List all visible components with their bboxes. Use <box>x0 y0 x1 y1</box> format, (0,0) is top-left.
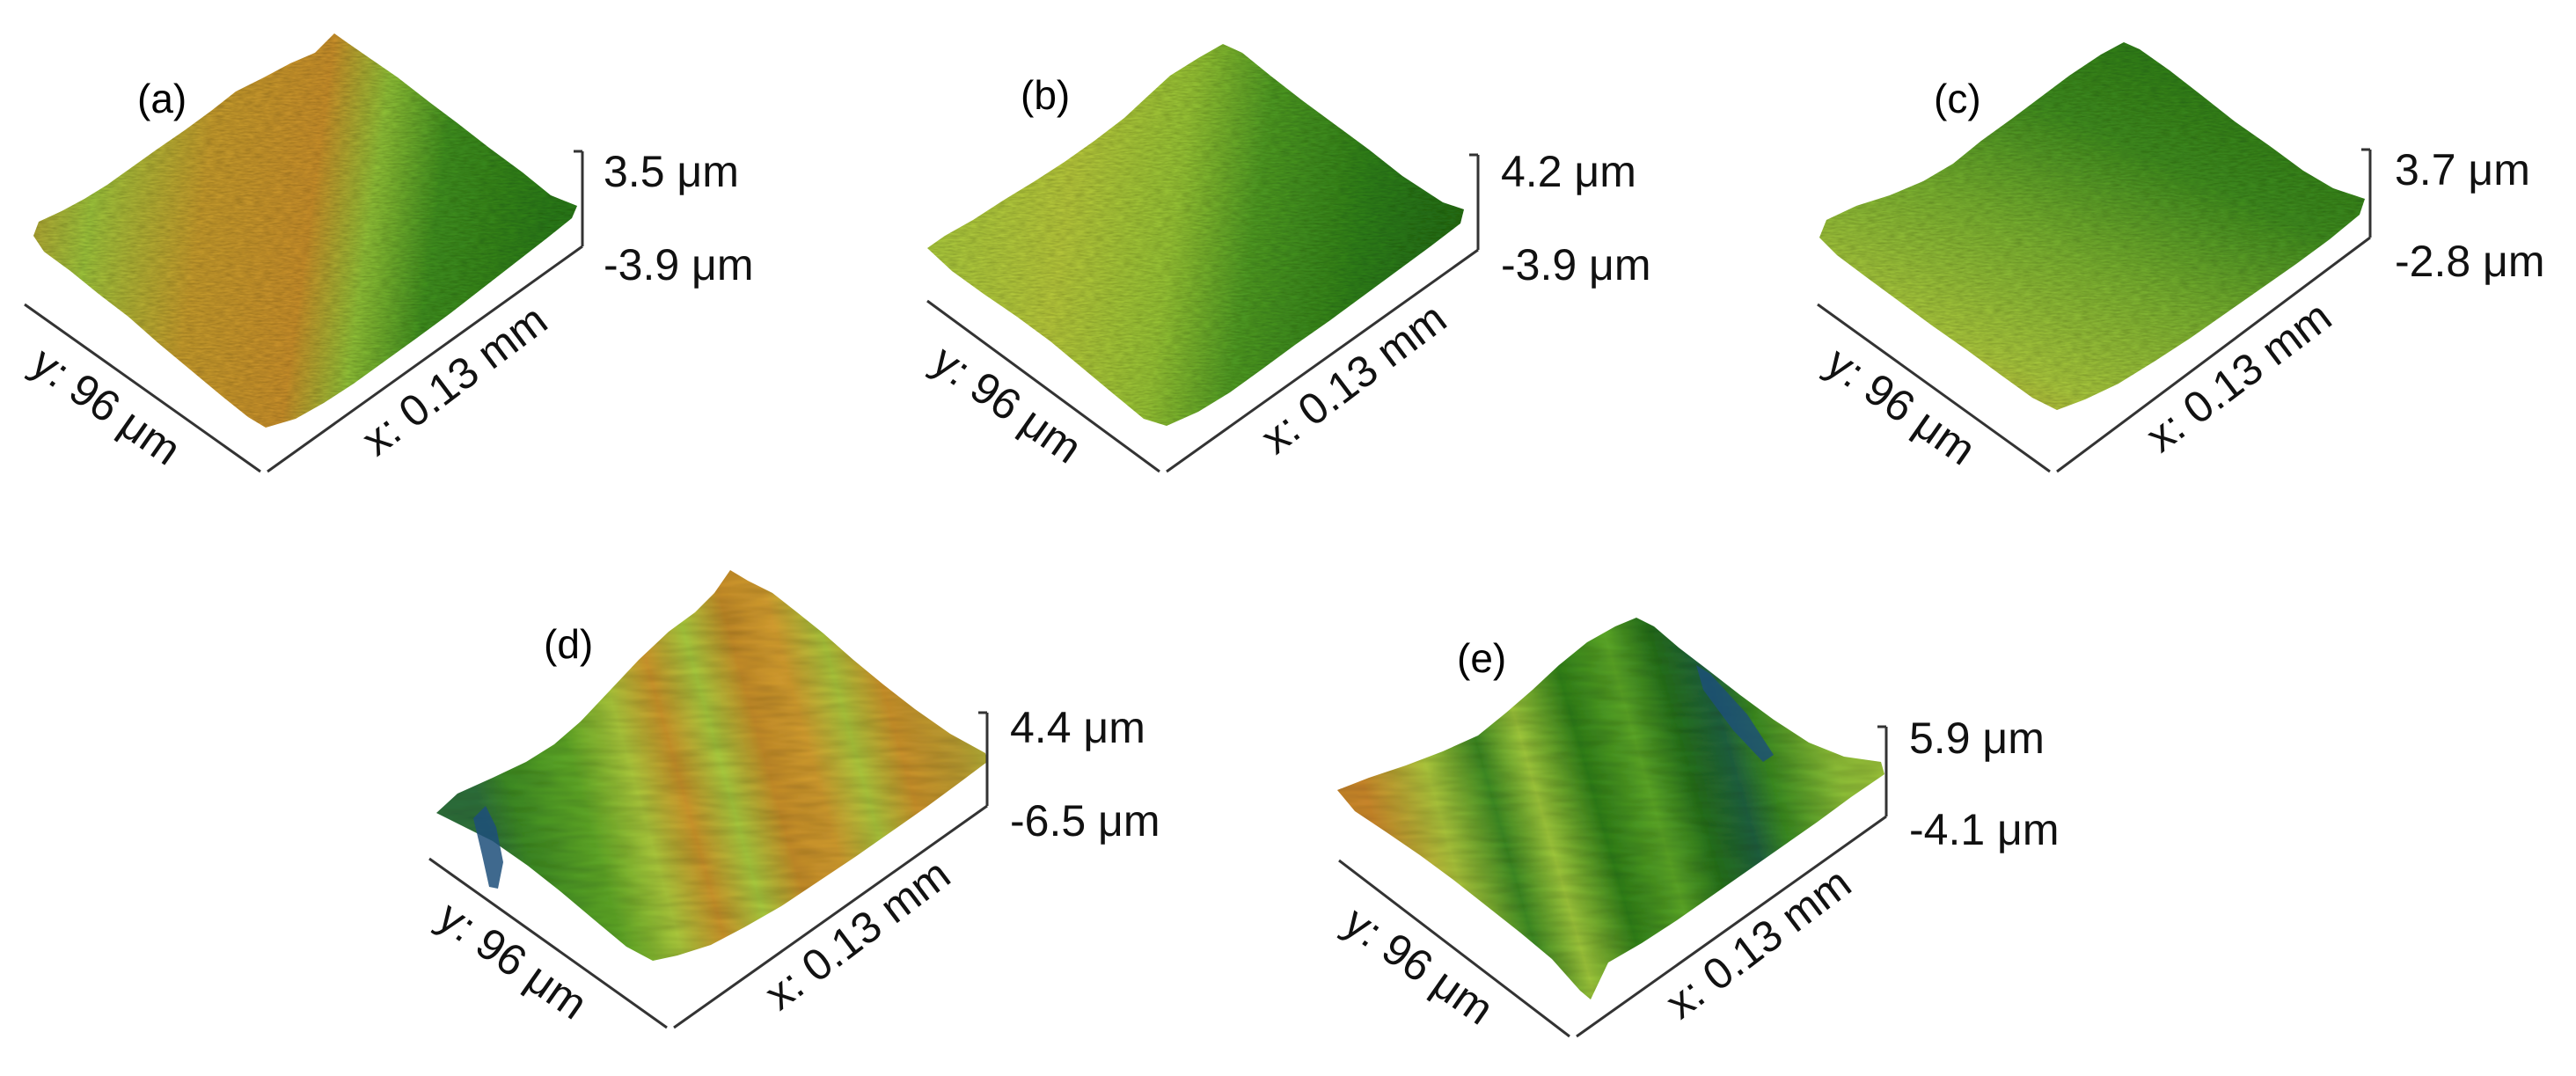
panel-a: (a) 3.5 μm -3.9 μm y: 96 μm x: 0.13 mm <box>23 33 754 475</box>
panel-c-z-axis <box>2361 148 2372 238</box>
panel-b-surface <box>927 44 1464 426</box>
panel-b-x-axis-line <box>1166 248 1479 473</box>
panel-a-y-axis-label: y: 96 μm <box>23 337 190 474</box>
panel-c-y-axis-line <box>1817 303 2051 473</box>
panel-c-label: (c) <box>1934 76 1981 121</box>
panel-e-zmax-label: 5.9 μm <box>1909 714 2045 763</box>
panel-d-z-axis <box>978 711 989 806</box>
panel-e-surface <box>1337 618 1884 999</box>
panel-a-x-axis-line <box>267 245 583 473</box>
panel-e-y-axis-line <box>1338 859 1570 1038</box>
panel-d-x-axis-line <box>673 804 988 1029</box>
panel-d-surface <box>436 570 987 961</box>
panel-b: (b) 4.2 μm -3.9 μm y: 96 μm x: 0.13 mm <box>924 44 1651 473</box>
panel-b-label: (b) <box>1021 72 1070 118</box>
panel-c-zmax-label: 3.7 μm <box>2395 145 2530 194</box>
panel-b-zmax-label: 4.2 μm <box>1501 147 1636 196</box>
panel-e-x-axis-line <box>1576 815 1887 1038</box>
panel-c: (c) 3.7 μm -2.8 μm y: 96 μm x: 0.13 mm <box>1817 42 2545 475</box>
panel-d: (d) 4.4 μm -6.5 μm y: 96 μm x: 0.13 mm <box>428 570 1160 1029</box>
panel-e-z-axis <box>1877 725 1888 816</box>
panel-e-zmin-label: -4.1 μm <box>1909 805 2060 854</box>
panel-d-label: (d) <box>544 621 593 667</box>
panel-a-z-axis <box>574 150 584 246</box>
panel-a-surface <box>33 33 577 428</box>
panel-e-dark-trench <box>1696 665 1774 762</box>
panel-d-zmax-label: 4.4 μm <box>1010 703 1145 752</box>
panel-e-label: (e) <box>1457 635 1506 681</box>
panel-a-zmax-label: 3.5 μm <box>604 147 739 196</box>
panel-c-x-axis-line <box>2056 236 2371 473</box>
panel-b-y-axis-line <box>926 299 1160 473</box>
panel-b-z-axis <box>1469 153 1480 250</box>
panel-b-zmin-label: -3.9 μm <box>1501 240 1651 289</box>
panel-c-zmin-label: -2.8 μm <box>2395 237 2545 286</box>
panel-c-surface <box>1819 42 2365 410</box>
panel-d-dark-trench <box>473 806 503 889</box>
panel-e: (e) 5.9 μm -4.1 μm y: 96 μm x: 0.13 mm <box>1336 618 2060 1038</box>
panel-a-zmin-label: -3.9 μm <box>604 240 754 289</box>
panel-a-y-axis-line <box>24 303 261 473</box>
panel-a-label: (a) <box>137 76 187 121</box>
panel-d-zmin-label: -6.5 μm <box>1010 796 1160 845</box>
panel-d-y-axis-line <box>428 857 668 1029</box>
